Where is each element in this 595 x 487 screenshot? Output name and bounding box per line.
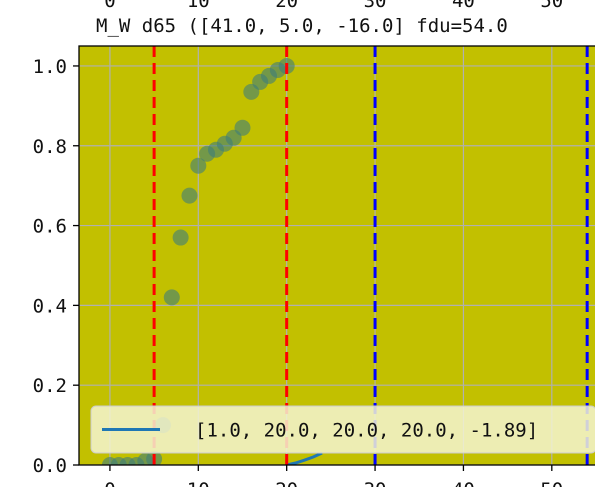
data-point [190,157,207,174]
plot-area [79,46,595,465]
x-tick-label: 0 [104,479,115,487]
plot-inner [79,46,595,465]
y-tick-label: 0.4 [33,295,67,317]
y-tick-label: 1.0 [33,56,67,78]
x-tick-label-top: 20 [275,0,298,12]
x-tick-label: 50 [540,479,563,487]
x-tick-label: 40 [452,479,475,487]
axes: 0.0 0.2 0.4 0.6 0.8 1.0 0 0 10 10 20 20 30 30 40 40 50 50 [33,0,595,487]
series-line [286,451,323,465]
data-point [234,119,251,136]
y-tick-label: 0.6 [33,216,67,238]
legend-label: [1.0, 20.0, 20.0, 20.0, -1.89] [195,420,538,442]
x-tick-label-top: 50 [540,0,563,12]
x-tick-label-top: 40 [452,0,475,12]
x-tick-label-top: 0 [104,0,115,12]
y-tick-label: 0.0 [33,455,67,477]
data-point [172,229,189,246]
x-tick-label: 10 [187,479,210,487]
chart-title: M_W d65 ([41.0, 5.0, -16.0] fdu=54.0 [96,15,508,37]
y-tick-label: 0.2 [33,375,67,397]
axes-frame [78,45,595,466]
y-tick-label: 0.8 [33,136,67,158]
legend-box [90,405,595,454]
x-tick-label: 30 [364,479,387,487]
plot-background [79,46,595,465]
x-tick-label-top: 10 [187,0,210,12]
x-tick-label-top: 30 [364,0,387,12]
data-point [163,289,180,306]
legend: [1.0, 20.0, 20.0, 20.0, -1.89] [90,405,595,454]
x-tick-label: 20 [275,479,298,487]
data-point [181,187,198,204]
